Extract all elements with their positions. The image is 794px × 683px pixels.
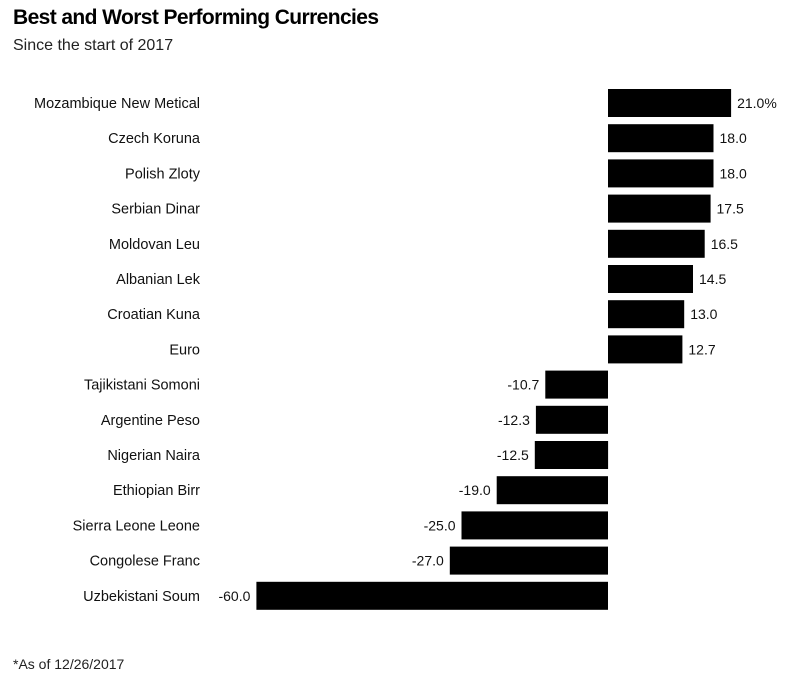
value-label: -12.3 (498, 412, 530, 428)
chart-title: Best and Worst Performing Currencies (13, 6, 379, 29)
category-label: Czech Koruna (108, 131, 201, 147)
value-label: 14.5 (699, 271, 726, 287)
value-label: 16.5 (711, 236, 738, 252)
value-label: 17.5 (717, 201, 744, 217)
value-label: 13.0 (690, 306, 717, 322)
category-label: Uzbekistani Soum (83, 589, 200, 605)
category-label: Congolese Franc (90, 554, 200, 570)
chart-subtitle: Since the start of 2017 (13, 37, 174, 54)
value-label: 18.0 (720, 165, 747, 181)
bar (608, 265, 693, 293)
category-label: Euro (169, 342, 200, 358)
value-label: 18.0 (720, 130, 747, 146)
value-label: -27.0 (412, 553, 444, 569)
bar (608, 300, 685, 329)
category-label: Argentine Peso (101, 413, 200, 429)
chart-footnote: *As of 12/26/2017 (13, 656, 125, 672)
bar (461, 511, 608, 540)
bar (608, 335, 683, 364)
category-label: Albanian Lek (116, 272, 201, 288)
category-label: Nigerian Naira (107, 448, 201, 464)
bar (608, 124, 714, 153)
category-label: Sierra Leone Leone (73, 518, 200, 534)
category-label: Polish Zloty (125, 166, 201, 182)
bar (535, 405, 608, 434)
value-label: -19.0 (459, 482, 491, 498)
value-label: -10.7 (507, 377, 539, 393)
value-label: -12.5 (497, 447, 529, 463)
bar (534, 441, 609, 469)
bar (496, 476, 608, 505)
category-label: Moldovan Leu (109, 237, 200, 253)
category-label: Serbian Dinar (111, 202, 200, 218)
bar (608, 159, 714, 188)
value-label: 21.0% (737, 95, 777, 111)
value-label: 12.7 (688, 341, 715, 357)
bar (545, 370, 608, 399)
bar (449, 546, 608, 575)
category-label: Croatian Kuna (107, 307, 201, 323)
bar (608, 229, 705, 258)
bar (608, 194, 711, 223)
value-label: -60.0 (218, 588, 250, 604)
bar (608, 89, 732, 117)
category-label: Ethiopian Birr (113, 483, 200, 499)
value-label: -25.0 (424, 517, 456, 533)
category-label: Tajikistani Somoni (84, 378, 200, 394)
bar (256, 581, 608, 610)
category-label: Mozambique New Metical (34, 96, 200, 112)
